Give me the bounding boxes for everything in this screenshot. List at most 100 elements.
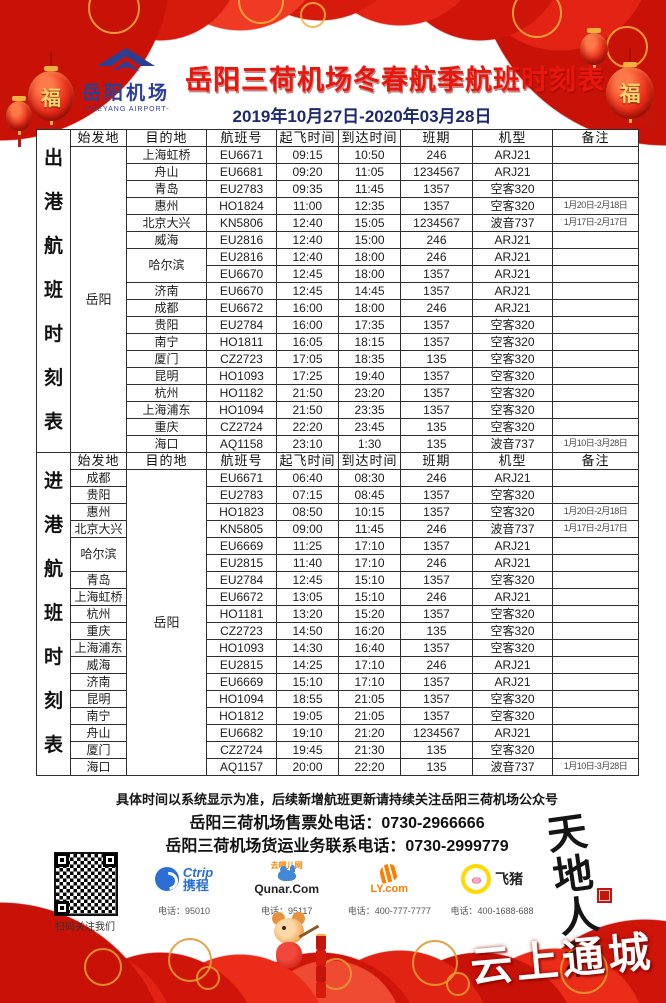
cloud-swirl xyxy=(446,972,470,996)
remark-cell: 1月10日-3月28日 xyxy=(552,435,639,453)
schedule-days-cell: 1357 xyxy=(400,197,473,215)
departure-time-cell: 12:40 xyxy=(276,231,339,249)
schedule-days-cell: 1357 xyxy=(400,486,473,504)
departure-time-cell: 19:10 xyxy=(276,724,339,742)
arrival-time-cell: 18:15 xyxy=(338,333,401,351)
remark-cell xyxy=(552,299,639,317)
origin-cell: 厦门 xyxy=(70,741,127,759)
destination-cell: 青岛 xyxy=(126,180,207,198)
arrival-time-cell: 17:10 xyxy=(338,554,401,572)
aircraft-type-cell: 空客320 xyxy=(472,503,553,521)
remark-cell xyxy=(552,265,639,283)
arrival-time-cell: 08:30 xyxy=(338,469,401,487)
schedule-days-cell: 1234567 xyxy=(400,214,473,232)
arrival-time-cell: 15:00 xyxy=(338,231,401,249)
departure-time-cell: 06:40 xyxy=(276,469,339,487)
flight-number-cell: CZ2724 xyxy=(206,418,277,436)
aircraft-type-cell: 波音737 xyxy=(472,214,553,232)
remark-cell xyxy=(552,469,639,487)
flight-number-cell: HO1093 xyxy=(206,639,277,657)
remark-cell: 1月10日-3月28日 xyxy=(552,758,639,776)
departure-time-cell: 23:10 xyxy=(276,435,339,453)
origin-cell: 青岛 xyxy=(70,571,127,589)
departure-time-cell: 16:05 xyxy=(276,333,339,351)
origin-cell: 惠州 xyxy=(70,503,127,521)
destination-cell: 威海 xyxy=(126,231,207,249)
flight-number-cell: HO1093 xyxy=(206,367,277,385)
lantern-string xyxy=(50,52,52,66)
arrival-time-cell: 17:10 xyxy=(338,537,401,555)
schedule-days-cell: 135 xyxy=(400,435,473,453)
schedule-days-cell: 1234567 xyxy=(400,163,473,181)
column-header: 备注 xyxy=(552,129,639,147)
remark-cell xyxy=(552,486,639,504)
flight-schedule-sheet: 出港航班时刻表 始发地 目的地 航班号 起飞时间 到达时间 班期 机型 备注 岳阳 上海虹桥 EU66… xyxy=(36,129,639,776)
arrival-time-cell: 08:45 xyxy=(338,486,401,504)
origin-cell: 济南 xyxy=(70,673,127,691)
flight-number-cell: EU6682 xyxy=(206,724,277,742)
column-header: 始发地 xyxy=(70,129,127,147)
column-header: 班期 xyxy=(400,129,473,147)
departure-time-cell: 12:45 xyxy=(276,282,339,300)
schedule-days-cell: 246 xyxy=(400,299,473,317)
aircraft-type-cell: ARJ21 xyxy=(472,265,553,283)
ctrip-phone: 电话：95010 xyxy=(157,906,211,916)
aircraft-type-cell: 空客320 xyxy=(472,707,553,725)
aircraft-type-cell: ARJ21 xyxy=(472,554,553,572)
schedule-days-cell: 1357 xyxy=(400,384,473,402)
flight-number-cell: EU6681 xyxy=(206,163,277,181)
column-header: 机型 xyxy=(472,452,553,470)
destination-cell: 上海虹桥 xyxy=(126,146,207,164)
arrival-time-cell: 10:15 xyxy=(338,503,401,521)
aircraft-type-cell: 空客320 xyxy=(472,180,553,198)
aircraft-type-cell: 空客320 xyxy=(472,486,553,504)
flight-number-cell: EU6672 xyxy=(206,299,277,317)
aircraft-type-cell: 空客320 xyxy=(472,333,553,351)
cloud-swirl xyxy=(300,2,326,28)
schedule-days-cell: 1357 xyxy=(400,367,473,385)
destination-cell: 岳阳 xyxy=(126,469,207,776)
cloud-swirl xyxy=(560,946,608,994)
remark-cell xyxy=(552,146,639,164)
arrival-time-cell: 11:45 xyxy=(338,520,401,538)
departure-time-cell: 18:55 xyxy=(276,690,339,708)
remark-cell xyxy=(552,707,639,725)
flight-number-cell: EU2783 xyxy=(206,486,277,504)
flight-number-cell: EU6669 xyxy=(206,673,277,691)
origin-cell: 贵阳 xyxy=(70,486,127,504)
schedule-days-cell: 1357 xyxy=(400,673,473,691)
section-side-label: 进港航班时刻表 xyxy=(36,452,71,776)
flight-number-cell: KN5806 xyxy=(206,214,277,232)
aircraft-type-cell: ARJ21 xyxy=(472,656,553,674)
column-header: 目的地 xyxy=(126,452,207,470)
column-header: 起飞时间 xyxy=(276,129,339,147)
departure-time-cell: 13:20 xyxy=(276,605,339,623)
ly-brand: LY.com xyxy=(370,882,409,895)
aircraft-type-cell: ARJ21 xyxy=(472,537,553,555)
remark-cell xyxy=(552,231,639,249)
flight-number-cell: EU6669 xyxy=(206,537,277,555)
destination-cell: 上海浦东 xyxy=(126,401,207,419)
flight-number-cell: HO1811 xyxy=(206,333,277,351)
departure-time-cell: 17:25 xyxy=(276,367,339,385)
rat-eye xyxy=(282,926,286,930)
qunar-camel-icon xyxy=(277,865,296,882)
column-header: 班期 xyxy=(400,452,473,470)
departure-time-cell: 11:00 xyxy=(276,197,339,215)
departure-time-cell: 22:20 xyxy=(276,418,339,436)
flight-number-cell: EU2784 xyxy=(206,316,277,334)
remark-cell xyxy=(552,401,639,419)
aircraft-type-cell: 空客320 xyxy=(472,639,553,657)
departure-time-cell: 14:30 xyxy=(276,639,339,657)
schedule-days-cell: 135 xyxy=(400,741,473,759)
remark-cell: 1月17日-2月17日 xyxy=(552,520,639,538)
departure-time-cell: 12:40 xyxy=(276,248,339,266)
flight-number-cell: HO1094 xyxy=(206,401,277,419)
page-title: 岳阳三荷机场冬春航季航班时刻表 xyxy=(185,65,605,95)
booking-partners: Ctrip 携程 电话：95010 去哪儿网 Qunar.Com 电话：9511… xyxy=(134,858,542,917)
arrival-time-cell: 15:20 xyxy=(338,605,401,623)
qunar-brand-cn: 去哪儿网 xyxy=(270,860,303,870)
schedule-days-cell: 1357 xyxy=(400,503,473,521)
schedule-days-cell: 1357 xyxy=(400,180,473,198)
departure-time-cell: 09:20 xyxy=(276,163,339,181)
